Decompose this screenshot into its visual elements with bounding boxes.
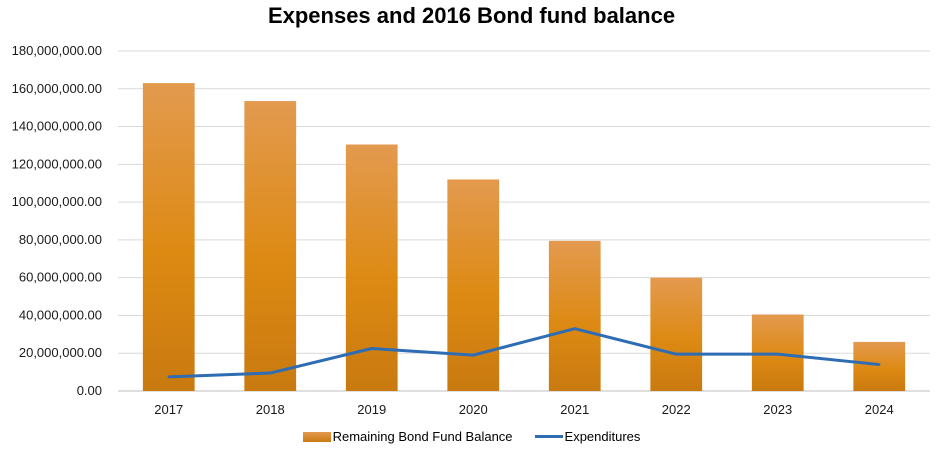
legend-bar-swatch [302,431,331,442]
y-tick-label: 100,000,000.00 [12,194,102,209]
expenditures-point-2017 [167,375,170,379]
expenditures-point-2018 [269,371,272,375]
x-tick-label: 2022 [662,402,691,417]
legend-line-swatch [534,435,563,438]
y-tick-label: 20,000,000.00 [19,345,102,360]
y-tick-label: 160,000,000.00 [12,81,102,96]
expenditures-point-2021 [573,327,576,330]
line-series [167,327,881,379]
x-tick-label: 2021 [560,402,589,417]
y-tick-label: 140,000,000.00 [12,119,102,134]
bar-2021 [548,240,601,391]
expenditures-point-2023 [776,352,779,356]
expenditures-point-2024 [878,363,881,366]
gridlines [118,50,930,392]
expenditures-point-2020 [472,353,475,357]
x-tick-label: 2017 [154,402,183,417]
y-tick-label: 80,000,000.00 [19,232,102,247]
legend: Remaining Bond Fund Balance Expenditures [0,429,943,444]
legend-label-line: Expenditures [564,429,641,444]
x-tick-label: 2024 [865,402,894,417]
y-tick-label: 60,000,000.00 [19,270,102,285]
bar-2020 [447,179,500,391]
y-tick-label: 40,000,000.00 [19,307,102,322]
legend-item-bar: Remaining Bond Fund Balance [302,429,513,444]
bar-2022 [650,277,703,391]
bar-2024 [853,341,906,391]
y-tick-label: 0.00 [77,383,102,398]
x-tick-label: 2018 [256,402,285,417]
y-tick-label: 180,000,000.00 [12,43,102,58]
x-axis: 2017 2018 2019 2020 2021 2022 2023 2024 [154,402,893,417]
x-tick-label: 2023 [763,402,792,417]
bar-series [142,83,906,392]
bar-2017 [142,83,195,391]
legend-item-line: Expenditures [534,429,641,444]
x-tick-label: 2020 [459,402,488,417]
legend-label-bar: Remaining Bond Fund Balance [332,429,513,444]
expenditures-line [168,327,880,379]
y-axis: 0.00 20,000,000.00 40,000,000.00 60,000,000… [12,43,102,398]
expenditures-point-2019 [370,347,373,350]
y-tick-label: 120,000,000.00 [12,156,102,171]
expenditures-point-2022 [675,352,678,356]
bar-2018 [244,101,297,392]
chart-title: Expenses and 2016 Bond fund balance [267,3,676,28]
x-tick-label: 2019 [357,402,386,417]
